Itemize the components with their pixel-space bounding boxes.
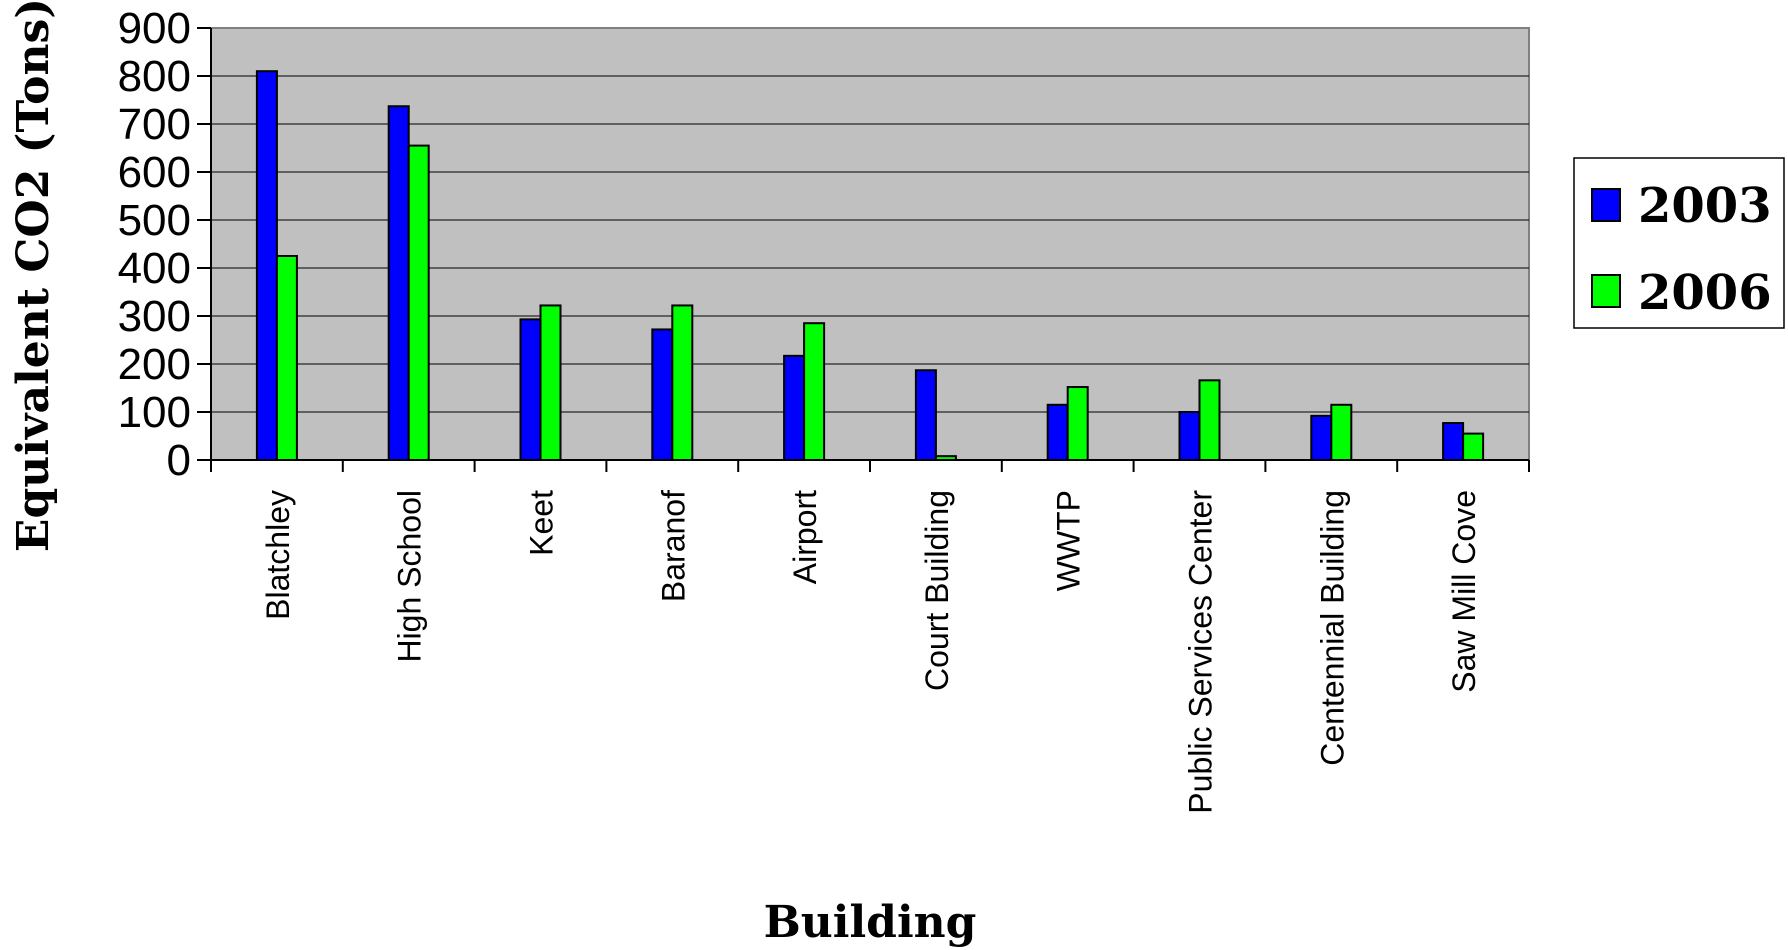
legend: 2003 2006 (1573, 157, 1785, 329)
x-category-label: Public Services Center (1183, 490, 1219, 814)
axes (197, 27, 1530, 472)
bar-2003-high-school (387, 105, 410, 462)
bars (255, 70, 1485, 462)
legend-swatch-2006 (1591, 274, 1621, 308)
y-axis-title: Equivalent CO2 (Tons) (8, 0, 59, 552)
y-tick-label: 300 (118, 292, 191, 341)
y-tick-label: 800 (118, 52, 191, 101)
x-axis-title: Building (764, 897, 977, 948)
bar-2003-public-services-center (1178, 411, 1201, 461)
bar-2003-keet (519, 318, 542, 461)
y-tick-label: 500 (118, 196, 191, 245)
bar-2003-centennial-building (1310, 414, 1333, 461)
bar-2006-keet (539, 304, 562, 461)
bar-2006-high-school (407, 144, 430, 461)
bar-2003-court-building (914, 369, 937, 461)
x-category-label: Airport (787, 490, 823, 584)
bar-2006-blatchley (275, 255, 298, 461)
bar-2006-baranof (671, 304, 694, 461)
bar-2003-wwtp (1046, 403, 1069, 461)
x-category-label: Centennial Building (1314, 490, 1350, 766)
legend-label-2006: 2006 (1638, 265, 1772, 321)
y-tick-label: 700 (118, 100, 191, 149)
legend-label-2003: 2003 (1638, 178, 1772, 234)
x-category-label: WWTP (1051, 490, 1087, 591)
y-tick-label: 0 (167, 436, 191, 485)
y-tick-label: 900 (118, 4, 191, 53)
gridlines (211, 75, 1529, 413)
bar-2006-public-services-center (1198, 379, 1221, 462)
bar-2003-airport (783, 354, 806, 461)
bar-2003-baranof (651, 328, 674, 461)
x-category-label: Blatchley (260, 490, 296, 620)
x-category-label: Saw Mill Cove (1446, 490, 1482, 693)
legend-swatch-2003 (1591, 188, 1621, 222)
x-category-labels: Blatchley High School Keet Baranof Airport Co… (260, 490, 1482, 814)
x-category-label: Keet (524, 490, 560, 556)
x-category-label: Court Building (919, 490, 955, 691)
y-tick-label: 100 (118, 388, 191, 437)
bar-2003-blatchley (255, 70, 278, 461)
y-tick-label: 200 (118, 340, 191, 389)
bar-2006-wwtp (1066, 386, 1089, 462)
bar-2003-saw-mill-cove (1442, 422, 1465, 462)
bar-2006-centennial-building (1330, 403, 1353, 461)
bar-2006-saw-mill-cove (1462, 432, 1485, 462)
plot-area (210, 27, 1530, 461)
y-tick-label: 600 (118, 148, 191, 197)
x-category-label: Baranof (655, 490, 691, 602)
y-tick-label: 400 (118, 244, 191, 293)
bar-2006-airport (803, 322, 826, 462)
x-category-label: High School (392, 490, 428, 663)
